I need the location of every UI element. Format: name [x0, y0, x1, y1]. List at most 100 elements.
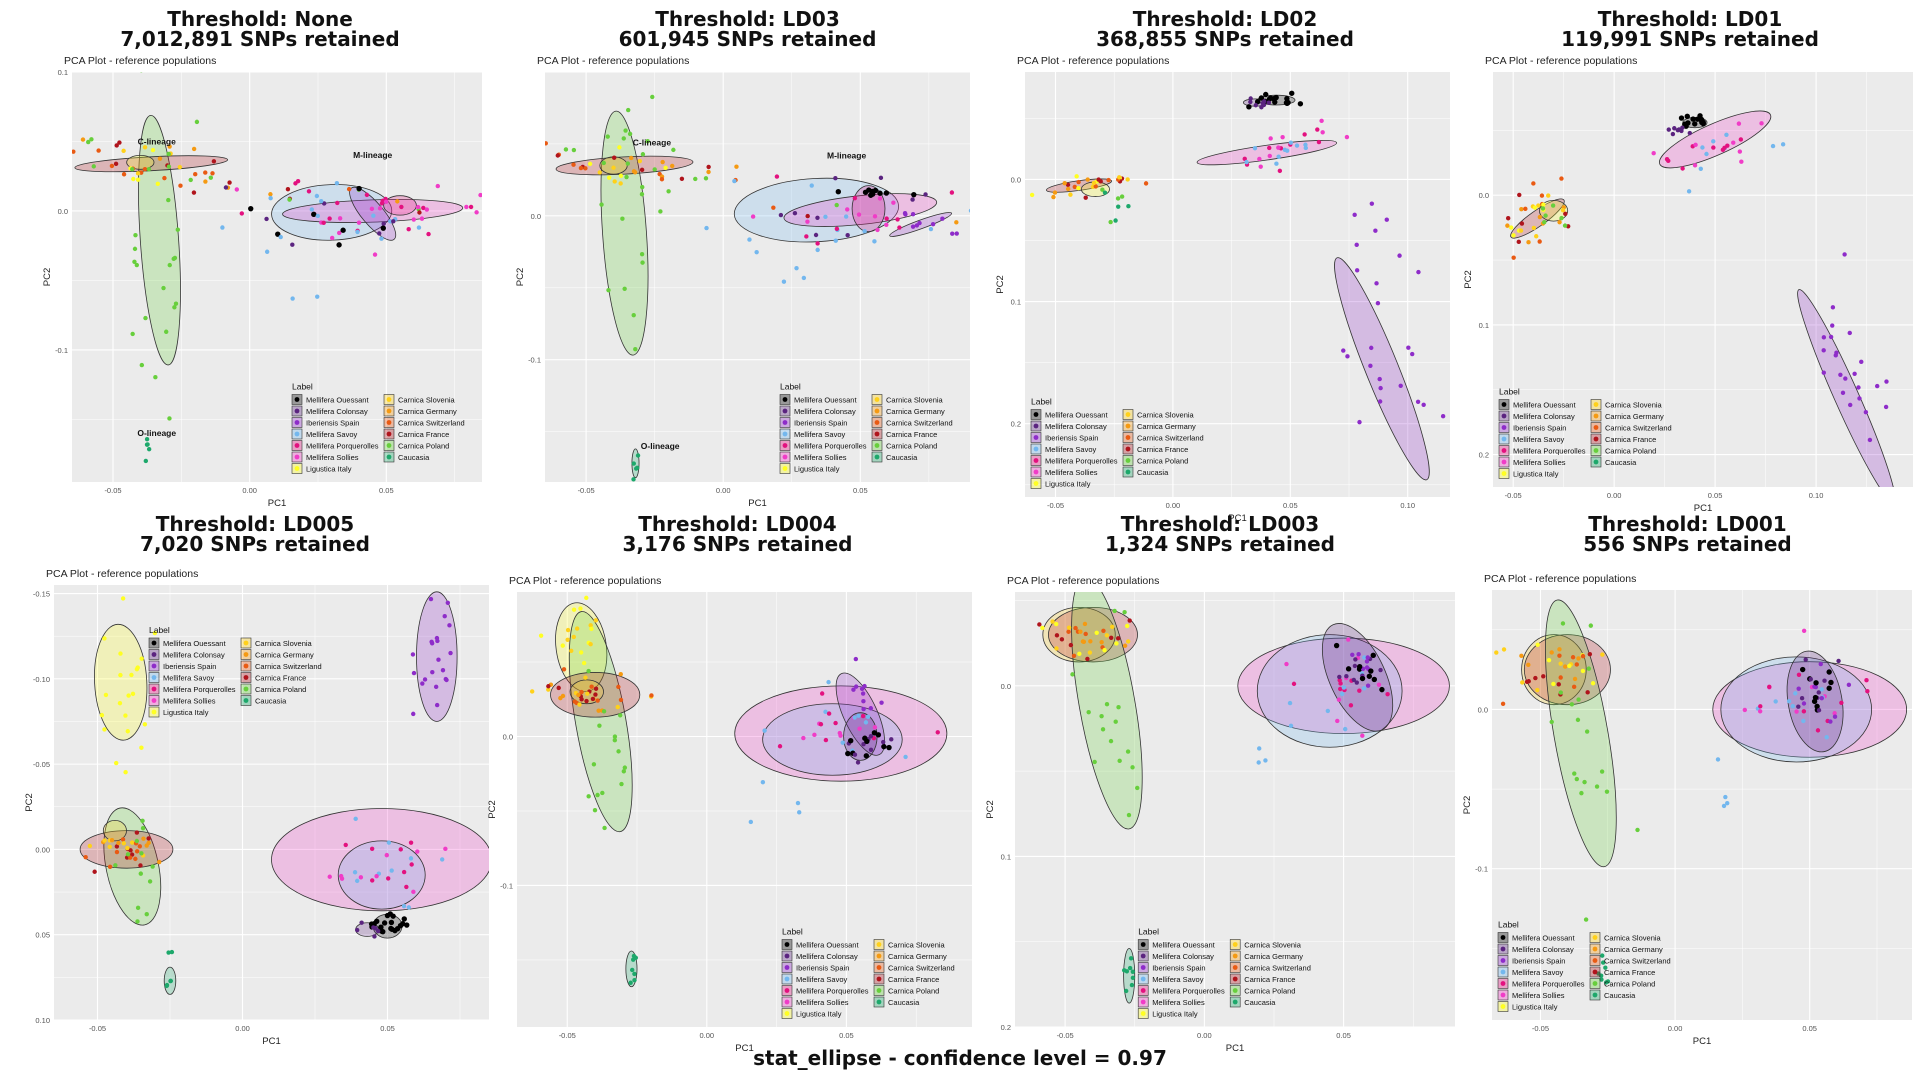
- data-point: [1074, 174, 1079, 179]
- legend-label: Mellifera Colonsay: [1045, 422, 1107, 431]
- data-point: [819, 691, 825, 696]
- data-point: [1875, 383, 1880, 389]
- legend-label: Caucasia: [886, 453, 918, 462]
- legend-key-dot: [294, 466, 300, 471]
- y-axis-label: PC2: [24, 793, 35, 811]
- plot-background: [1025, 72, 1450, 497]
- legend-label: Carnica Switzerland: [888, 964, 955, 973]
- legend-key-dot: [1592, 981, 1598, 986]
- legend-label: Ligustica Italy: [163, 708, 209, 717]
- legend-label: Carnica Slovenia: [1604, 934, 1662, 943]
- legend-key-dot: [294, 397, 300, 402]
- data-point: [356, 220, 362, 225]
- legend-key-dot: [151, 709, 157, 715]
- data-point: [1678, 115, 1685, 121]
- data-point: [616, 749, 621, 754]
- data-point: [875, 732, 882, 738]
- data-point: [805, 213, 810, 219]
- data-point: [1556, 682, 1561, 687]
- data-point: [1680, 125, 1685, 130]
- x-tick-label: 0.00: [1197, 1031, 1212, 1040]
- data-point: [1826, 669, 1832, 675]
- pca-plot-svg: PCA Plot - reference populations -0.05 0.0…: [995, 55, 1450, 524]
- footer-caption: stat_ellipse - confidence level = 0.97: [753, 1046, 1167, 1070]
- data-point: [845, 207, 850, 212]
- y-tick-label: 0.05: [35, 931, 50, 940]
- data-point: [193, 171, 198, 177]
- data-point: [1252, 146, 1258, 151]
- data-point: [166, 151, 171, 157]
- legend-title: Label: [292, 382, 313, 392]
- data-point: [1344, 134, 1350, 140]
- data-point: [86, 139, 91, 145]
- pca-panel-8: Threshold: LD001 556 SNPs retained PCA Plo…: [1460, 513, 1915, 1047]
- legend-key-dot: [243, 663, 249, 669]
- confidence-ellipse: [1797, 289, 1896, 487]
- data-point: [622, 765, 628, 770]
- data-point: [1600, 652, 1605, 657]
- data-point: [83, 854, 88, 860]
- plot-subtitle: PCA Plot - reference populations: [509, 575, 661, 587]
- data-point: [862, 189, 869, 195]
- data-point: [1588, 623, 1594, 628]
- data-point: [194, 119, 200, 125]
- legend-key-dot: [1500, 992, 1506, 998]
- data-point: [1819, 687, 1824, 692]
- data-point: [130, 331, 135, 337]
- data-point: [1127, 618, 1132, 623]
- confidence-ellipse: [1196, 140, 1338, 166]
- data-point: [903, 754, 908, 760]
- legend-key-dot: [386, 408, 392, 414]
- data-point: [130, 691, 136, 697]
- data-point: [1540, 206, 1546, 211]
- data-point: [895, 217, 900, 222]
- legend-label: Mellifera Ouessant: [163, 639, 226, 648]
- data-point: [611, 155, 617, 160]
- data-point: [130, 167, 135, 172]
- data-point: [1816, 708, 1822, 713]
- data-point: [593, 692, 598, 697]
- data-point: [1864, 677, 1869, 683]
- data-point: [1277, 168, 1283, 174]
- data-point: [372, 934, 377, 939]
- pca-panel-5: Threshold: LD005 7,020 SNPs retained PCA P…: [20, 513, 490, 1047]
- data-point: [1050, 619, 1055, 624]
- data-point: [853, 656, 859, 662]
- data-point: [1117, 175, 1122, 180]
- y-axis-label: PC2: [515, 268, 526, 286]
- legend-key-dot: [1593, 425, 1599, 430]
- data-point: [1838, 372, 1843, 378]
- data-point: [1257, 156, 1262, 162]
- data-point: [306, 189, 312, 194]
- legend-key-dot: [874, 420, 880, 425]
- data-point: [435, 183, 440, 189]
- legend-key-dot: [1501, 459, 1507, 465]
- data-point: [388, 919, 395, 926]
- legend-label: Carnica Switzerland: [255, 662, 322, 671]
- data-point: [1546, 193, 1551, 198]
- data-point: [1549, 719, 1554, 725]
- data-point: [660, 159, 665, 165]
- data-point: [137, 844, 143, 849]
- data-point: [1129, 982, 1135, 988]
- data-point: [1361, 686, 1367, 691]
- data-point: [152, 630, 158, 636]
- lineage-annotation: C-lineage: [138, 136, 177, 146]
- data-point: [1254, 99, 1261, 105]
- x-tick-label: 0.00: [700, 1031, 715, 1040]
- data-point: [1125, 177, 1130, 182]
- legend-label: Mellifera Ouessant: [1152, 941, 1215, 950]
- data-point: [429, 641, 435, 646]
- data-point: [1336, 697, 1342, 702]
- data-point: [1531, 181, 1536, 186]
- confidence-ellipse: [1334, 257, 1430, 481]
- data-point: [166, 164, 172, 169]
- data-point: [1128, 956, 1134, 961]
- data-point: [1670, 131, 1676, 137]
- data-point: [732, 178, 737, 184]
- data-point: [417, 210, 422, 215]
- plot-subtitle: PCA Plot - reference populations: [1007, 575, 1159, 587]
- data-point: [1676, 127, 1682, 132]
- data-point: [87, 843, 93, 849]
- data-point: [1066, 625, 1072, 630]
